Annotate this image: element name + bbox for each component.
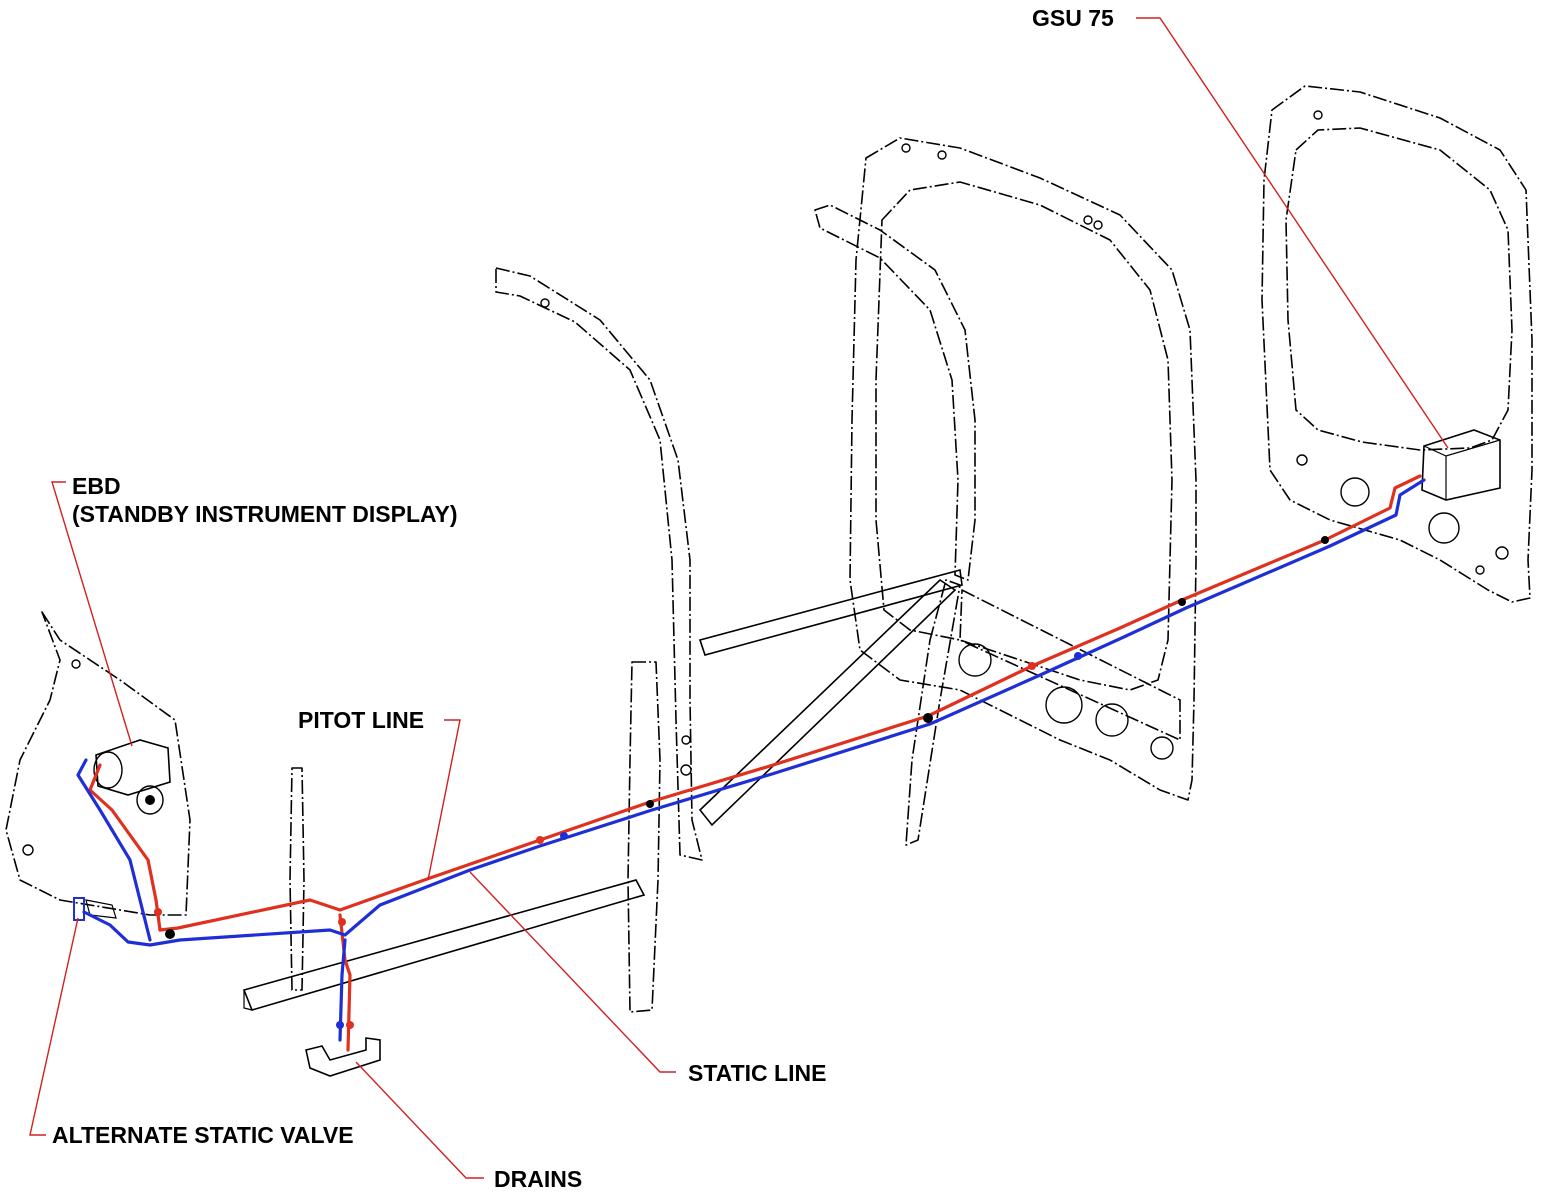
alternate-static-valve-leader: [29, 917, 79, 1136]
ebd-label-subtitle: (STANDBY INSTRUMENT DISPLAY): [72, 501, 458, 527]
pitot-line: [88, 474, 1422, 1052]
gsu-leader: [1136, 17, 1449, 449]
cross-beam-and-brace: [698, 568, 1181, 846]
alternate-static-valve-label: ALTERNATE STATIC VALVE: [52, 1122, 354, 1148]
vertical-posts: [289, 661, 661, 1013]
ebd-standby-display: [93, 739, 171, 815]
rear-bulkhead-frame: [1261, 85, 1533, 603]
instrument-panel: [5, 611, 191, 916]
middle-bulkhead-frame: [849, 137, 1197, 801]
ebd-label: EBD: [72, 473, 121, 499]
alternate-static-valve: [73, 897, 117, 921]
drain-bracket: [305, 1037, 381, 1077]
floor-longeron: [242, 879, 646, 1011]
ebd-leader: [51, 481, 133, 747]
line-fittings: [154, 536, 1329, 1029]
gsu-75-unit: [1421, 429, 1501, 501]
pitot-leader: [427, 719, 461, 881]
static-leader: [469, 871, 676, 1073]
drains-label: DRAINS: [494, 1166, 582, 1192]
pitot-line-label: PITOT LINE: [298, 707, 424, 733]
static-line-label: STATIC LINE: [688, 1060, 826, 1086]
curved-canopy-rib: [495, 267, 703, 861]
second-canopy-rib: [814, 204, 976, 581]
static-line: [76, 478, 1426, 1042]
gsu-75-label: GSU 75: [1032, 5, 1114, 31]
drains-leader: [355, 1061, 484, 1179]
leader-lines: [29, 17, 1449, 1179]
